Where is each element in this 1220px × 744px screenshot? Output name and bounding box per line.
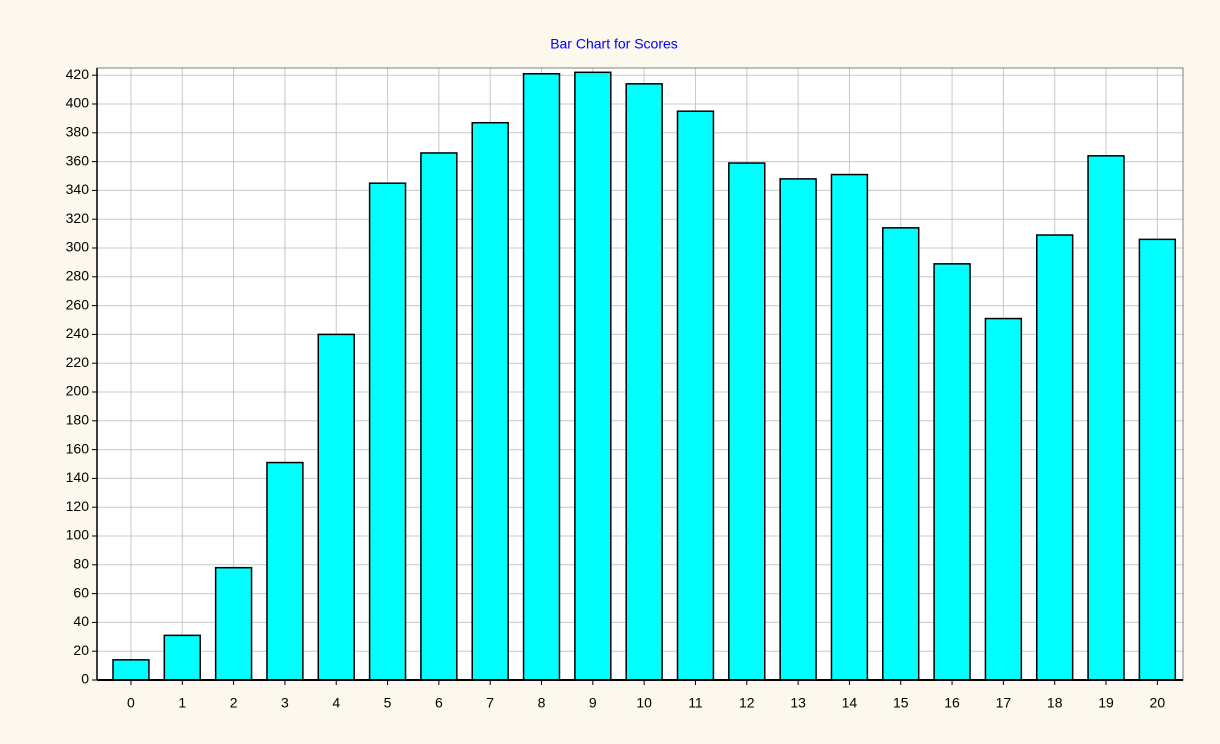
bar: [163, 634, 201, 681]
y-tick-label: 400: [66, 95, 90, 111]
bar: [368, 182, 407, 681]
x-tick-label: 2: [230, 695, 238, 711]
y-tick-label: 260: [66, 296, 90, 312]
bar: [984, 317, 1023, 681]
bar: [625, 83, 663, 681]
y-tick-label: 180: [66, 412, 90, 428]
x-tick-label: 20: [1150, 695, 1166, 711]
x-tick-label: 14: [842, 695, 858, 711]
y-tick-label: 200: [66, 383, 90, 399]
bar: [779, 178, 817, 681]
bar: [317, 333, 355, 681]
bar: [574, 71, 612, 681]
bar: [1138, 238, 1177, 681]
bar: [933, 263, 971, 681]
x-tick-label: 13: [790, 695, 806, 711]
x-tick-label: 9: [589, 695, 597, 711]
y-tick-label: 360: [66, 152, 90, 168]
x-tick-label: 19: [1098, 695, 1114, 711]
y-tick-label: 420: [66, 66, 90, 82]
y-tick-label: 320: [66, 210, 90, 226]
bar: [830, 173, 869, 681]
bar: [676, 110, 715, 681]
y-tick-label: 20: [73, 642, 89, 658]
bar: [112, 659, 150, 681]
bar: [1035, 234, 1074, 681]
bar: [266, 461, 304, 681]
x-tick-label: 5: [384, 695, 392, 711]
x-tick-label: 6: [435, 695, 443, 711]
x-tick-label: 15: [893, 695, 909, 711]
bar: [882, 227, 920, 681]
bar: [728, 162, 766, 681]
y-tick-label: 0: [81, 671, 89, 687]
x-tick-label: 4: [332, 695, 340, 711]
y-tick-label: 120: [66, 498, 90, 514]
x-tick-label: 1: [178, 695, 186, 711]
y-tick-label: 280: [66, 268, 90, 284]
y-tick-label: 300: [66, 239, 90, 255]
x-tick-label: 0: [127, 695, 135, 711]
y-tick-label: 100: [66, 527, 90, 543]
y-tick-label: 240: [66, 325, 90, 341]
x-tick-label: 18: [1047, 695, 1063, 711]
y-tick-label: 140: [66, 469, 90, 485]
y-tick-label: 220: [66, 354, 90, 370]
y-tick-label: 380: [66, 124, 90, 140]
x-tick-label: 12: [739, 695, 755, 711]
y-tick-label: 40: [73, 613, 89, 629]
x-tick-label: 17: [996, 695, 1012, 711]
x-tick-label: 8: [538, 695, 546, 711]
bar: [522, 73, 561, 681]
chart-title: Bar Chart for Scores: [550, 36, 678, 52]
bar: [1087, 155, 1125, 681]
x-tick-label: 10: [636, 695, 652, 711]
bar: [420, 152, 458, 681]
x-tick-label: 3: [281, 695, 289, 711]
x-tick-label: 11: [688, 695, 703, 711]
bar: [471, 121, 509, 681]
x-tick-label: 16: [944, 695, 960, 711]
bar: [214, 566, 253, 681]
x-tick-label: 7: [486, 695, 494, 711]
y-tick-label: 80: [73, 556, 89, 572]
y-tick-label: 160: [66, 440, 90, 456]
y-tick-label: 340: [66, 181, 90, 197]
y-tick-label: 60: [73, 584, 89, 600]
